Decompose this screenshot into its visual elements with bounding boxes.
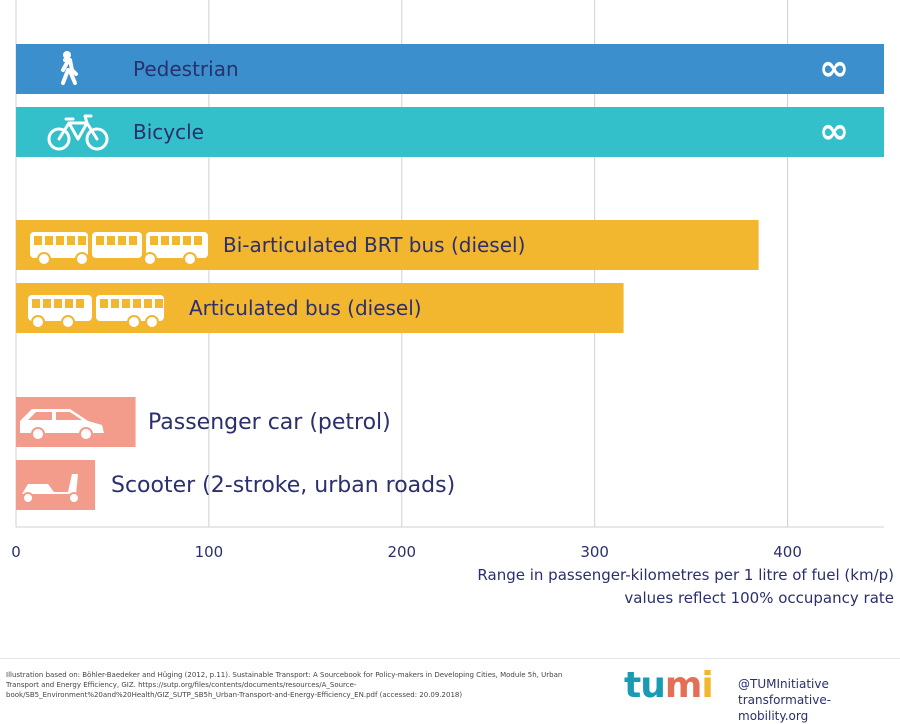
source-line: book/SB5_Environment%20and%20Health/GIZ_… bbox=[6, 691, 463, 699]
source-line: Transport and Energy Efficiency, GIZ. ht… bbox=[6, 681, 357, 689]
x-tick-label: 100 bbox=[195, 543, 224, 561]
bar-label: Articulated bus (diesel) bbox=[189, 296, 422, 320]
chart: Pedestrian ∞ Bicycle ∞ Bi-articulated BRT bu… bbox=[11, 0, 884, 561]
bar-group: Pedestrian ∞ bbox=[16, 44, 884, 94]
website-link[interactable]: transformative-mobility.org bbox=[738, 693, 832, 723]
x-tick-label: 300 bbox=[580, 543, 609, 561]
tumi-logo: tumi bbox=[624, 665, 714, 706]
x-tick-label: 400 bbox=[773, 543, 802, 561]
bar-label: Passenger car (petrol) bbox=[148, 410, 391, 435]
bicycle-icon bbox=[47, 114, 109, 151]
footer-divider bbox=[0, 658, 900, 659]
bar-label: Bi-articulated BRT bus (diesel) bbox=[223, 233, 525, 257]
value-label: ∞ bbox=[819, 48, 849, 89]
twitter-handle[interactable]: @TUMInitiative bbox=[738, 677, 829, 691]
pedestrian-icon bbox=[61, 51, 78, 85]
source-line: Illustration based on: Böhler-Baedeker a… bbox=[6, 671, 563, 679]
bar-group: Passenger car (petrol) bbox=[16, 397, 391, 447]
x-axis-sublabel: values reflect 100% occupancy rate bbox=[624, 589, 894, 607]
bar-label: Scooter (2-stroke, urban roads) bbox=[111, 473, 455, 498]
footer-contact: @TUMInitiative transformative-mobility.o… bbox=[738, 676, 900, 724]
scooter-icon bbox=[22, 474, 80, 504]
bar-label: Pedestrian bbox=[133, 57, 239, 81]
x-tick-label: 200 bbox=[387, 543, 416, 561]
bars-layer: Pedestrian ∞ Bicycle ∞ Bi-articulated BRT bu… bbox=[16, 44, 884, 510]
bar-group: Bi-articulated BRT bus (diesel) bbox=[16, 220, 759, 270]
source-note: Illustration based on: Böhler-Baedeker a… bbox=[6, 670, 566, 700]
bar-group: Articulated bus (diesel) bbox=[16, 283, 624, 333]
bar bbox=[16, 107, 884, 157]
x-tick-label: 0 bbox=[11, 543, 21, 561]
x-axis: 0 100 200 300 400 bbox=[11, 526, 884, 561]
bar-group: Scooter (2-stroke, urban roads) bbox=[16, 460, 455, 510]
value-label: ∞ bbox=[819, 111, 849, 152]
articulated-bus-icon bbox=[28, 295, 164, 329]
x-axis-label: Range in passenger-kilometres per 1 litr… bbox=[477, 566, 894, 584]
bar-group: Bicycle ∞ bbox=[16, 107, 884, 157]
car-icon bbox=[20, 409, 104, 441]
brt-bus-icon bbox=[30, 232, 208, 266]
bar-label: Bicycle bbox=[133, 120, 204, 144]
bar bbox=[16, 44, 884, 94]
